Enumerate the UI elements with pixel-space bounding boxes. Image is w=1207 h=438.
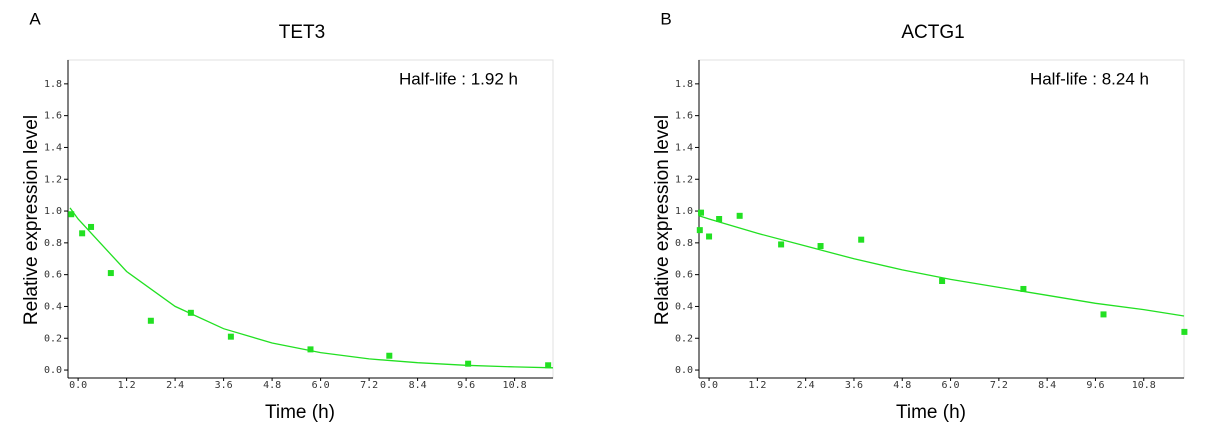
x-tick-label: 1.2 [118,380,136,391]
data-point [696,227,703,234]
x-tick-label: 4.8 [263,380,281,391]
plot-frame [698,59,1185,379]
data-point [1020,285,1027,292]
x-tick-label: 0.0 [69,380,87,391]
x-tick-label: 6.0 [312,380,330,391]
y-tick-label: 1.2 [675,174,693,185]
annotation: Half-life : 1.92 h [399,69,518,88]
data-point [465,360,472,367]
y-tick-label: 1.4 [675,142,693,153]
x-tick-label: 2.4 [797,380,815,391]
data-point [88,223,95,230]
x-tick-label: 7.2 [360,380,378,391]
data-point [939,278,946,285]
y-tick-label: 1.6 [44,111,62,122]
x-tick-label: 3.6 [215,380,233,391]
x-tick-label: 1.2 [748,380,766,391]
x-tick-label: 10.8 [503,380,527,391]
data-point [227,333,234,340]
y-axis-label: Relative expression level [652,115,673,325]
panel: B ACTG1 Half-life : 8.24 h Time (h) Relative… [652,9,1188,423]
y-tick-label: 0.0 [44,365,62,376]
chart-title: TET3 [279,22,325,43]
data-point [698,209,705,216]
y-tick-label: 0.6 [675,270,693,281]
x-tick-label: 8.4 [409,380,427,391]
data-point [386,352,393,359]
y-tick-label: 0.2 [44,333,62,344]
data-point [187,309,194,316]
y-tick-label: 0.8 [44,238,62,249]
x-axis-label: Time (h) [265,402,335,423]
x-tick-label: 4.8 [893,380,911,391]
y-tick-label: 1.0 [675,206,693,217]
x-tick-label: 10.8 [1132,380,1156,391]
x-tick-label: 7.2 [990,380,1008,391]
y-tick-label: 0.4 [44,301,62,312]
x-tick-label: 9.6 [1086,380,1104,391]
chart-title: ACTG1 [901,22,964,43]
annotation: Half-life : 8.24 h [1030,69,1149,88]
fit-line [698,215,1185,317]
panel-label: A [29,9,41,28]
x-tick-label: 8.4 [1038,380,1056,391]
data-point [736,212,743,219]
data-point [1181,328,1188,335]
data-point [545,362,552,369]
data-point [1100,311,1107,318]
y-tick-label: 0.6 [44,270,62,281]
y-tick-label: 1.6 [675,111,693,122]
y-tick-label: 1.2 [44,174,62,185]
y-axis-label: Relative expression level [21,115,42,325]
data-point [817,243,824,250]
fit-line [69,207,554,369]
panel: A TET3 Half-life : 1.92 h Time (h) Relative … [21,9,554,423]
panel-label: B [660,9,671,28]
data-point [716,216,723,222]
y-tick-label: 0.8 [675,238,693,249]
plot-frame [67,59,554,379]
data-point [858,236,865,243]
data-point [79,230,86,237]
x-axis-label: Time (h) [896,402,966,423]
x-tick-label: 9.6 [457,380,475,391]
data-point [706,233,713,240]
data-point [147,317,154,324]
y-tick-label: 1.8 [675,79,693,90]
y-tick-label: 0.0 [675,365,693,376]
data-point [107,270,114,277]
y-tick-label: 0.2 [675,333,693,344]
data-point [68,211,75,218]
x-tick-label: 2.4 [166,380,184,391]
y-tick-label: 0.4 [675,301,693,312]
data-point [307,346,314,353]
y-tick-label: 1.4 [44,142,62,153]
x-tick-label: 6.0 [942,380,960,391]
y-tick-label: 1.8 [44,79,62,90]
x-tick-label: 0.0 [700,380,718,391]
x-tick-label: 3.6 [845,380,863,391]
y-tick-label: 1.0 [44,206,62,217]
data-point [778,241,785,248]
